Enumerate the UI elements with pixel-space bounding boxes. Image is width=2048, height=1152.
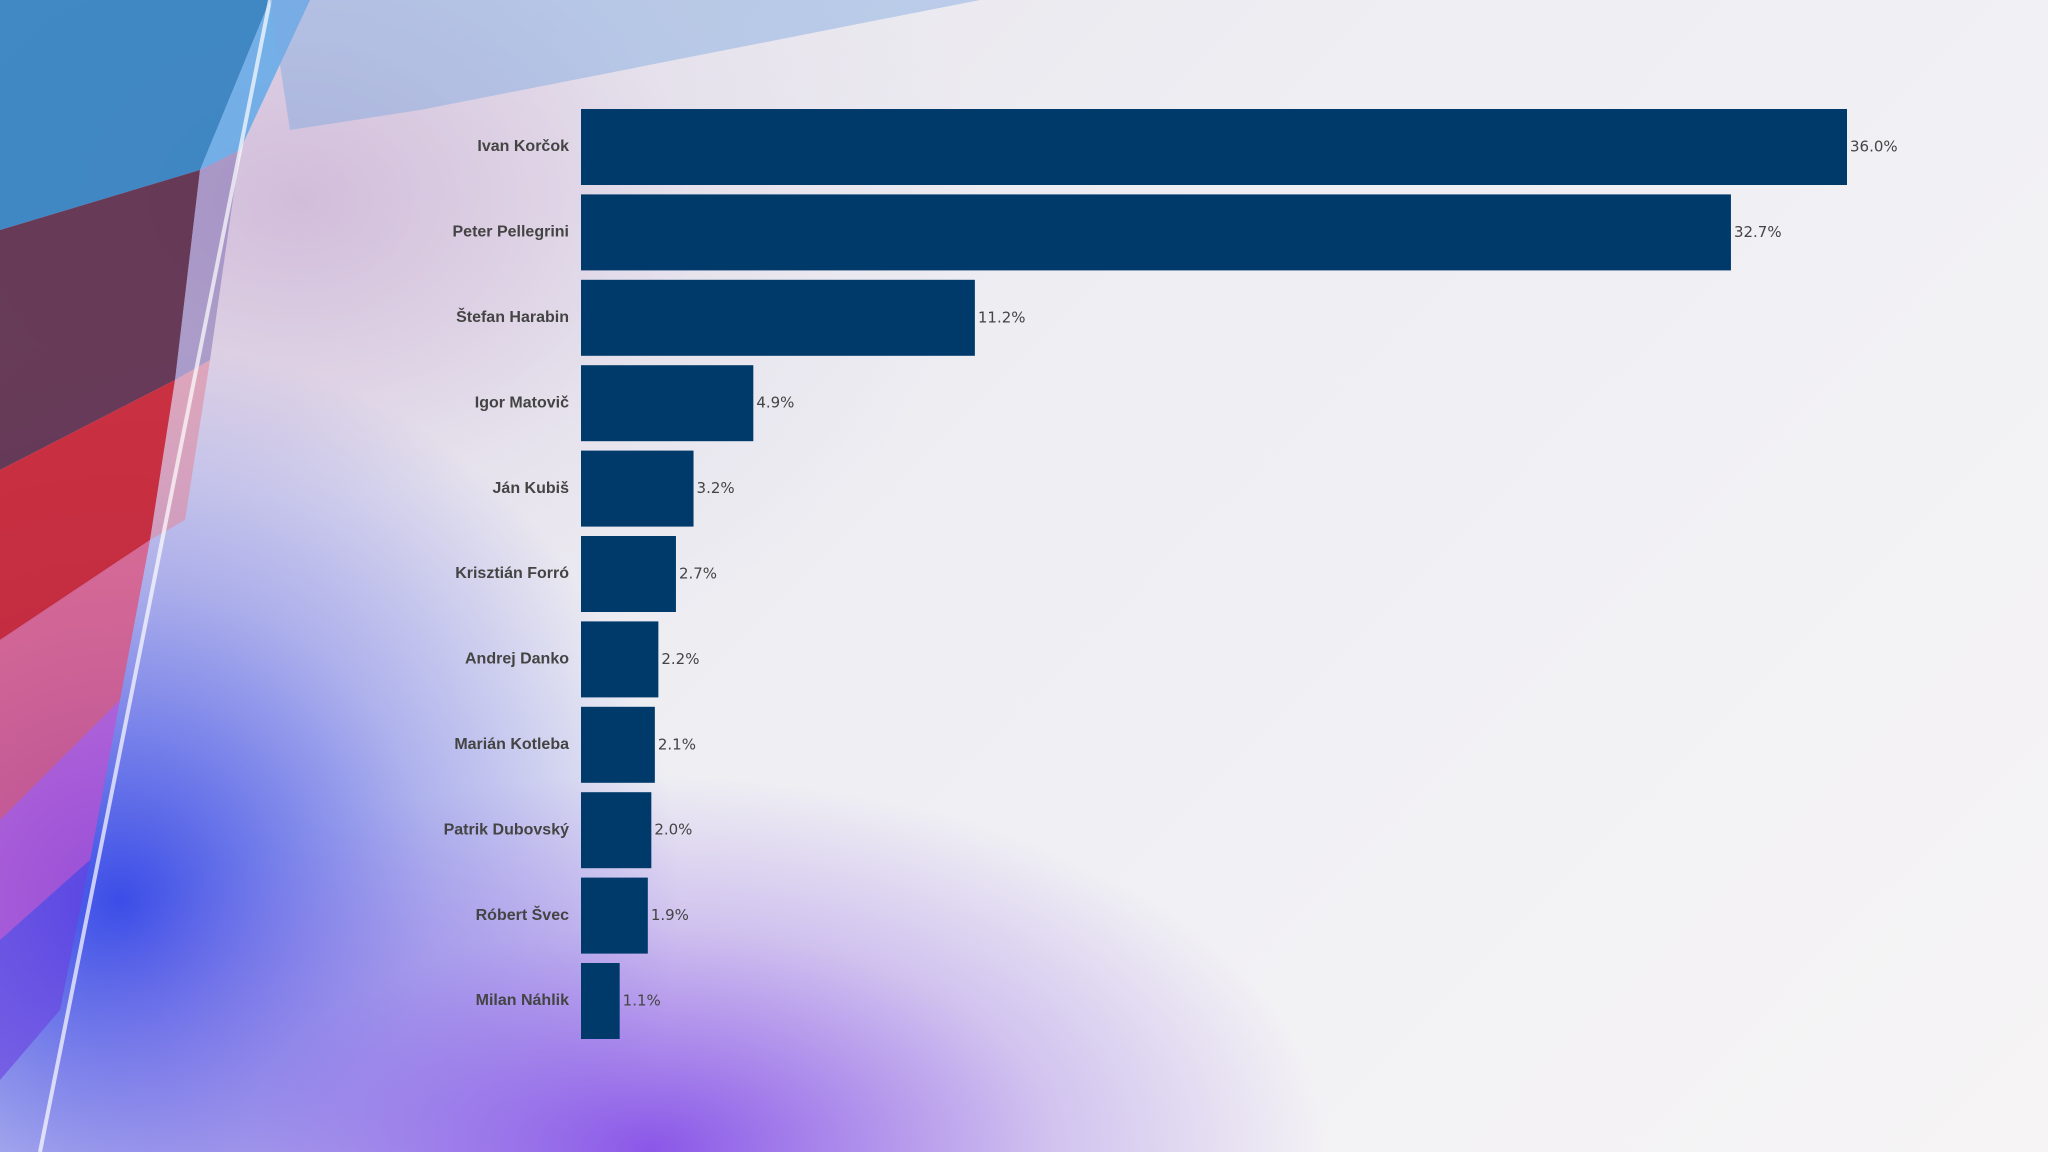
value-label: 32.7%: [1734, 223, 1782, 241]
value-label: 4.9%: [756, 394, 794, 412]
bar: [581, 194, 1731, 271]
bar: [581, 279, 975, 356]
bar: [581, 706, 655, 783]
category-label: Marián Kotleba: [454, 736, 569, 753]
category-label: Igor Matovič: [475, 394, 569, 411]
bar: [581, 621, 659, 698]
category-label: Krisztián Forró: [455, 565, 569, 582]
category-label: Róbert Švec: [476, 905, 569, 924]
category-label: Patrik Dubovský: [444, 821, 569, 838]
bar: [581, 877, 648, 954]
category-label: Ivan Korčok: [477, 138, 569, 155]
bar: [581, 963, 620, 1039]
value-label: 1.9%: [651, 906, 689, 924]
value-label: 3.2%: [697, 479, 735, 497]
category-label: Andrej Danko: [465, 651, 569, 668]
bars: [581, 109, 1847, 1039]
category-label: Peter Pellegrini: [453, 224, 570, 241]
value-label: 2.7%: [679, 565, 717, 583]
bar: [581, 109, 1847, 185]
value-label: 36.0%: [1850, 138, 1898, 156]
category-labels: Ivan Korčok Peter Pellegrini Štefan Harabi…: [444, 138, 570, 1009]
value-label: 1.1%: [623, 992, 661, 1010]
value-label: 11.2%: [978, 308, 1026, 326]
bar: [581, 450, 694, 527]
bar: [581, 792, 652, 869]
value-label: 2.0%: [654, 821, 692, 839]
category-label: Ján Kubiš: [493, 480, 570, 497]
bar: [581, 365, 754, 442]
value-labels: 36.0% 32.7% 11.2% 4.9% 3.2% 2.7% 2.2% 2.1% 2.0% 1…: [623, 138, 1898, 1010]
category-label: Milan Náhlik: [476, 992, 569, 1009]
value-label: 2.1%: [658, 735, 696, 753]
category-label: Štefan Harabin: [456, 307, 569, 326]
bar: [581, 536, 676, 612]
value-label: 2.2%: [661, 650, 699, 668]
